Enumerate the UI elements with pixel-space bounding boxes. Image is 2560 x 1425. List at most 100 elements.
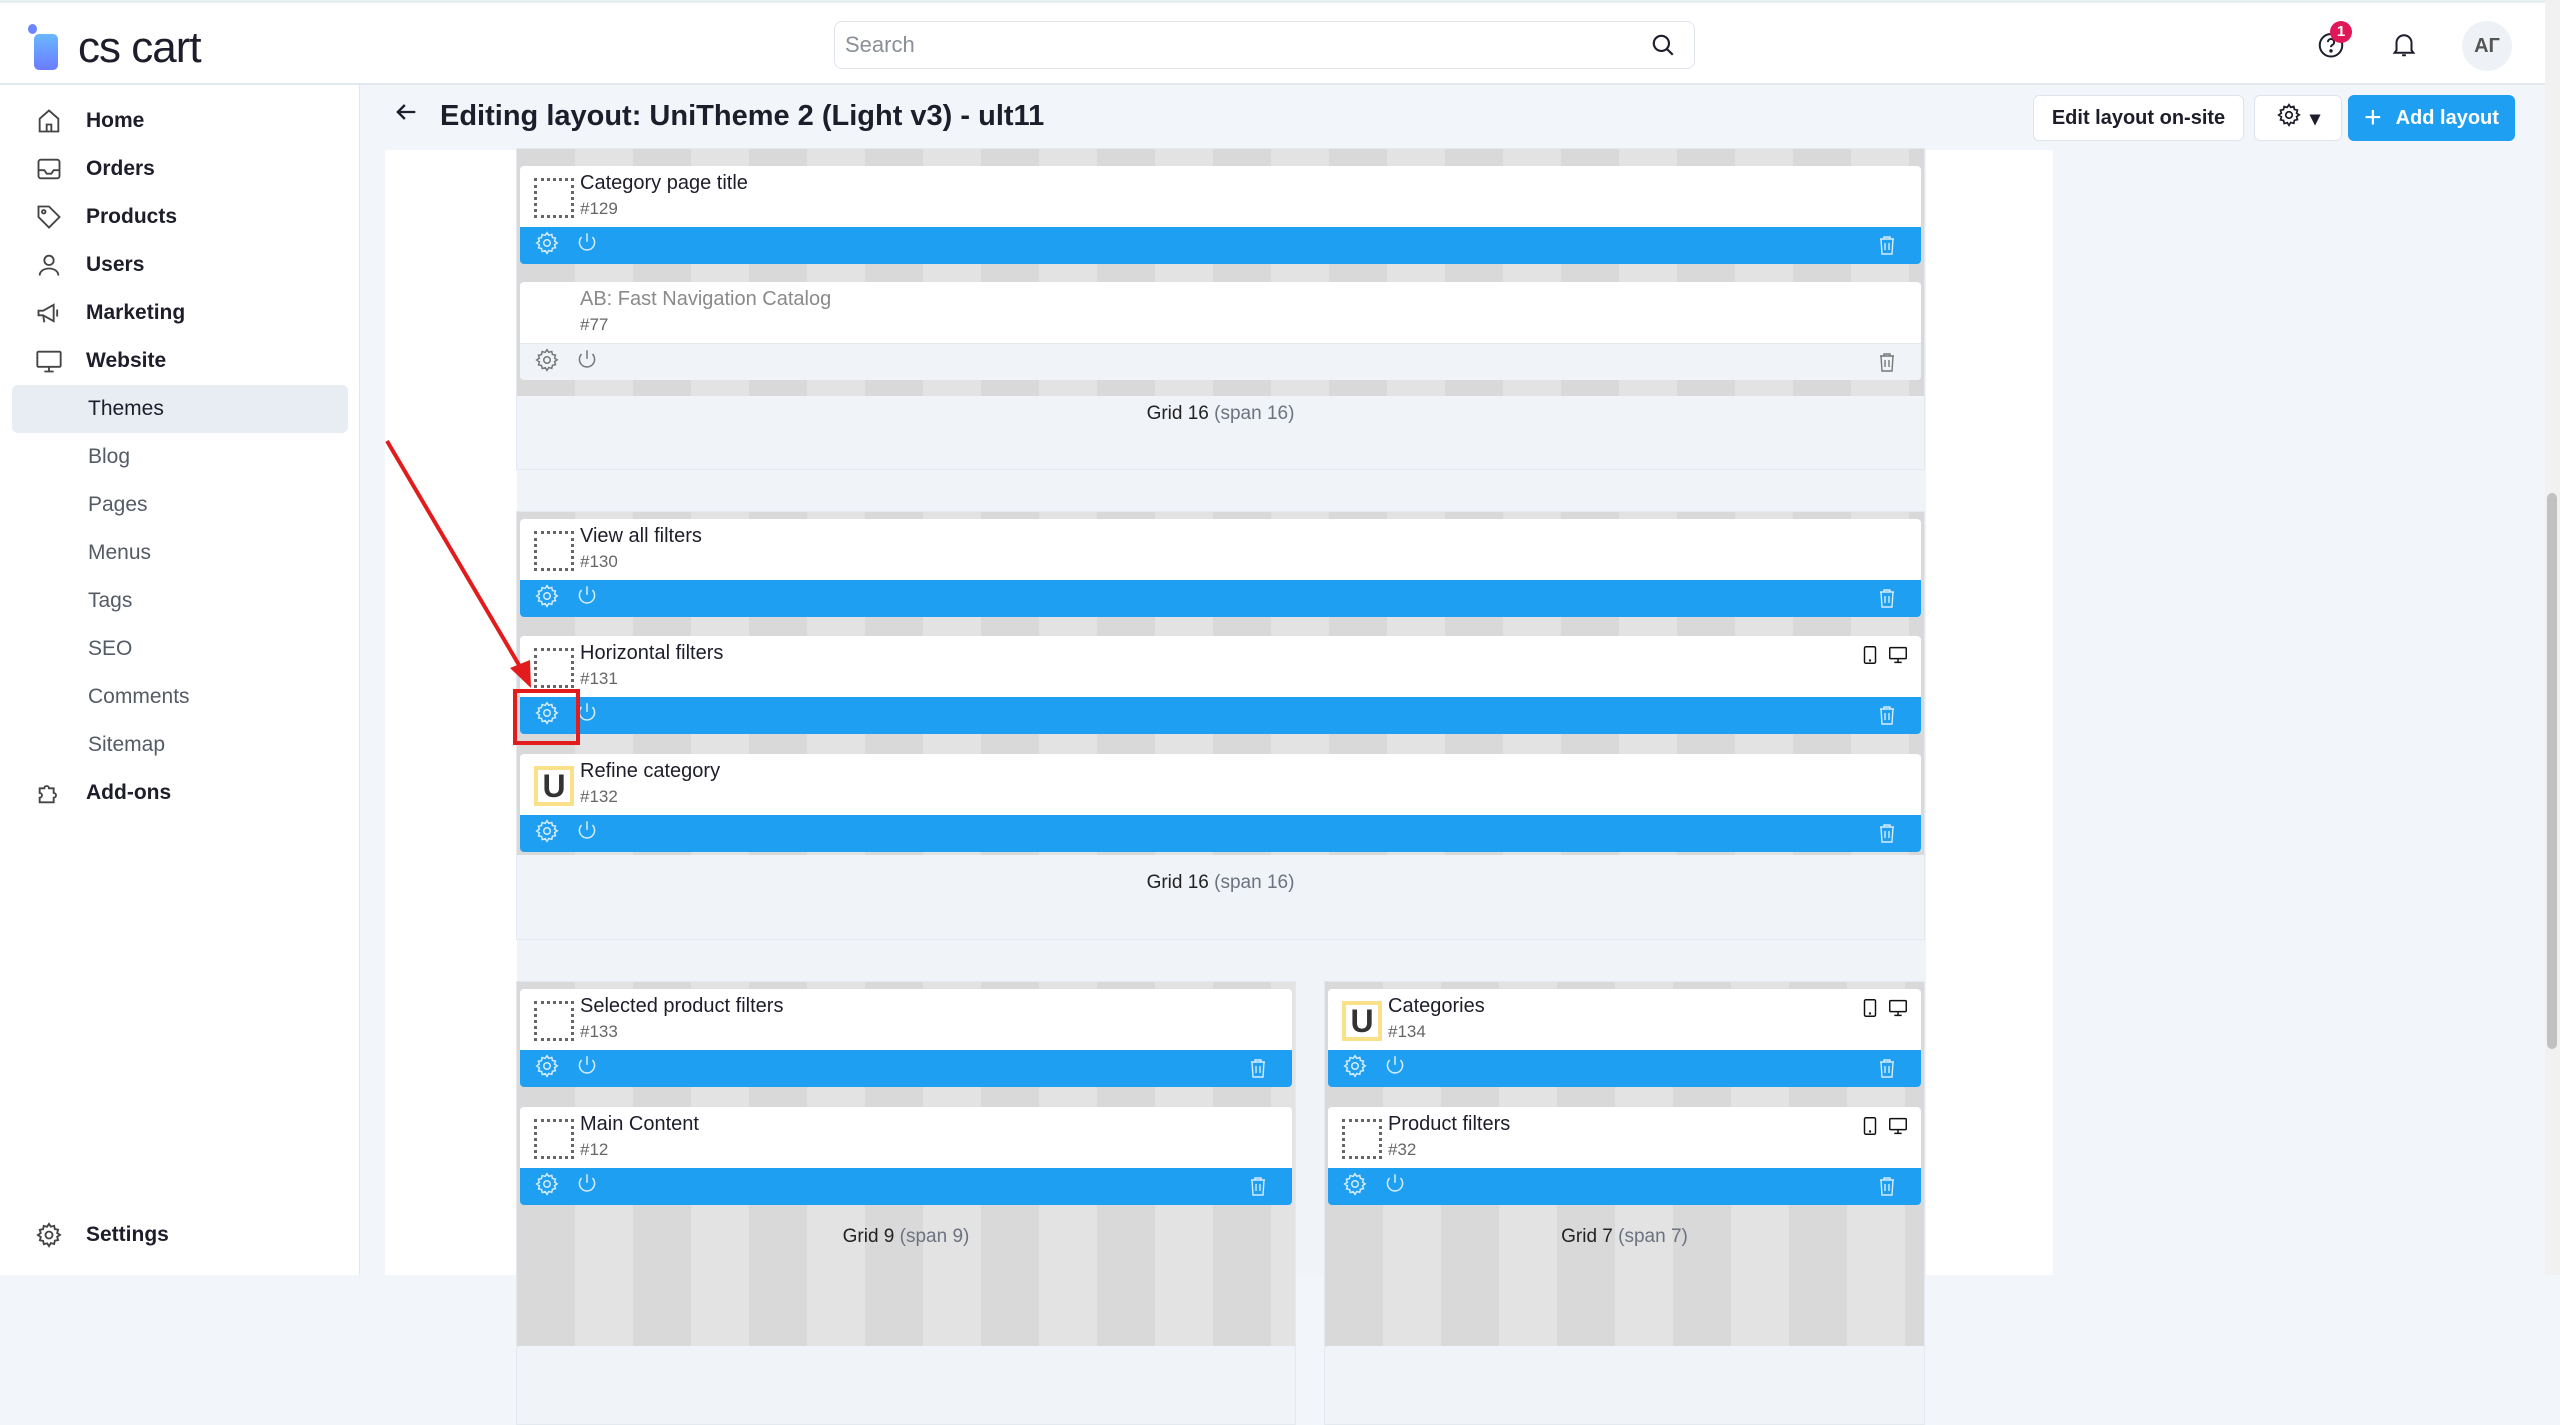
- layout-block[interactable]: U Refine category #132: [520, 754, 1921, 852]
- sidebar-item-tags[interactable]: Tags: [12, 577, 348, 625]
- block-delete-trash-icon[interactable]: [1875, 1056, 1899, 1085]
- block-power-toggle-icon[interactable]: [1382, 1053, 1408, 1084]
- block-delete-trash-icon[interactable]: [1875, 350, 1899, 379]
- block-settings-gear-icon[interactable]: [534, 818, 560, 849]
- layout-block[interactable]: U Categories #134: [1328, 989, 1921, 1087]
- sidebar-item-blog[interactable]: Blog: [12, 433, 348, 481]
- layout-block[interactable]: Main Content #12: [520, 1107, 1292, 1205]
- layout-right-margin: [1926, 150, 2053, 1275]
- tablet-icon[interactable]: [1859, 997, 1881, 1024]
- desktop-icon[interactable]: [1887, 997, 1909, 1024]
- sidebar-item-orders[interactable]: Orders: [12, 145, 348, 193]
- back-arrow-icon[interactable]: [392, 98, 420, 134]
- logo[interactable]: cs cart: [24, 23, 202, 73]
- sidebar-item-products[interactable]: Products: [12, 193, 348, 241]
- top-header: cs cart 1 АГ: [0, 0, 2545, 85]
- block-body: View all filters #130: [520, 519, 1921, 580]
- layout-block[interactable]: AB: Fast Navigation Catalog #77: [520, 282, 1921, 380]
- page-header: Editing layout: UniTheme 2 (Light v3) - …: [392, 98, 1044, 134]
- layout-block[interactable]: Product filters #32: [1328, 1107, 1921, 1205]
- block-power-toggle-icon[interactable]: [574, 1053, 600, 1084]
- block-delete-trash-icon[interactable]: [1875, 703, 1899, 732]
- sidebar-item-pages[interactable]: Pages: [12, 481, 348, 529]
- block-body: Category page title #129: [520, 166, 1921, 227]
- block-settings-gear-icon[interactable]: [534, 1171, 560, 1202]
- search-box[interactable]: [834, 21, 1695, 69]
- layout-block[interactable]: Selected product filters #133: [520, 989, 1292, 1087]
- gear-icon: [2276, 102, 2302, 134]
- sidebar-item-label: Tags: [88, 589, 133, 612]
- block-power-toggle-icon[interactable]: [574, 818, 600, 849]
- block-delete-trash-icon[interactable]: [1875, 821, 1899, 850]
- scrollbar-thumb[interactable]: [2547, 493, 2557, 1049]
- grid-container: View all filters #130 Horizontal filters #1…: [516, 511, 1925, 940]
- block-power-toggle-icon[interactable]: [574, 347, 600, 378]
- block-settings-gear-icon[interactable]: [1342, 1053, 1368, 1084]
- block-delete-trash-icon[interactable]: [1875, 586, 1899, 615]
- block-body: AB: Fast Navigation Catalog #77: [520, 282, 1921, 343]
- block-title: View all filters: [580, 525, 702, 547]
- block-settings-gear-icon[interactable]: [534, 1053, 560, 1084]
- tablet-icon[interactable]: [1859, 644, 1881, 671]
- grid-name: Grid 9: [842, 1226, 895, 1247]
- sidebar-item-comments[interactable]: Comments: [12, 673, 348, 721]
- block-power-toggle-icon[interactable]: [1382, 1171, 1408, 1202]
- desktop-icon[interactable]: [1887, 644, 1909, 671]
- plus-icon: +: [2364, 101, 2382, 134]
- block-body: U Categories #134: [1328, 989, 1921, 1050]
- block-placeholder-icon: [534, 1001, 574, 1041]
- block-placeholder-icon: [534, 178, 574, 218]
- layout-block[interactable]: View all filters #130: [520, 519, 1921, 617]
- sidebar-item-settings[interactable]: Settings: [12, 1211, 348, 1259]
- block-delete-trash-icon[interactable]: [1246, 1174, 1270, 1203]
- block-settings-gear-icon[interactable]: [534, 583, 560, 614]
- block-delete-trash-icon[interactable]: [1246, 1056, 1270, 1085]
- block-title: AB: Fast Navigation Catalog: [580, 288, 832, 310]
- sidebar-item-home[interactable]: Home: [12, 97, 348, 145]
- sidebar-item-website[interactable]: Website: [12, 337, 348, 385]
- block-power-toggle-icon[interactable]: [574, 1171, 600, 1202]
- layout-block[interactable]: Category page title #129: [520, 166, 1921, 264]
- avatar[interactable]: АГ: [2462, 21, 2512, 71]
- block-delete-trash-icon[interactable]: [1875, 1174, 1899, 1203]
- unitheme-block-icon: U: [1342, 1001, 1382, 1041]
- sidebar-item-menus[interactable]: Menus: [12, 529, 348, 577]
- block-id: #12: [580, 1140, 609, 1159]
- layout-left-margin: [385, 150, 517, 1275]
- sidebar-item-label: Website: [86, 349, 167, 372]
- search-icon[interactable]: [1650, 32, 1676, 63]
- tablet-icon[interactable]: [1859, 1115, 1881, 1142]
- block-placeholder-icon: [534, 1119, 574, 1159]
- sidebar-item-label: Sitemap: [88, 733, 166, 756]
- puzzle-icon: [34, 779, 64, 807]
- add-layout-button[interactable]: + Add layout: [2348, 95, 2515, 141]
- bell-icon[interactable]: [2389, 27, 2419, 66]
- layout-block[interactable]: Horizontal filters #131: [520, 636, 1921, 734]
- grid-label: Grid 16 (span 16): [517, 403, 1924, 425]
- block-settings-gear-icon[interactable]: [1342, 1171, 1368, 1202]
- block-toolbar: [1328, 1168, 1921, 1205]
- sidebar-item-sitemap[interactable]: Sitemap: [12, 721, 348, 769]
- sidebar-item-themes[interactable]: Themes: [12, 385, 348, 433]
- block-power-toggle-icon[interactable]: [574, 230, 600, 261]
- sidebar-item-marketing[interactable]: Marketing: [12, 289, 348, 337]
- block-body: Horizontal filters #131: [520, 636, 1921, 697]
- monitor-icon: [34, 347, 64, 375]
- block-settings-gear-icon[interactable]: [534, 347, 560, 378]
- sidebar-item-add-ons[interactable]: Add-ons: [12, 769, 348, 817]
- grid-label: Grid 7 (span 7): [1325, 1226, 1924, 1248]
- grid-span: (span 7): [1618, 1226, 1688, 1247]
- block-id: #130: [580, 552, 618, 571]
- desktop-icon[interactable]: [1887, 1115, 1909, 1142]
- block-settings-gear-icon[interactable]: [534, 230, 560, 261]
- sidebar-item-seo[interactable]: SEO: [12, 625, 348, 673]
- settings-dropdown-button[interactable]: ▾: [2254, 95, 2342, 141]
- block-settings-gear-icon[interactable]: [534, 700, 560, 731]
- sidebar-item-users[interactable]: Users: [12, 241, 348, 289]
- block-delete-trash-icon[interactable]: [1875, 233, 1899, 262]
- edit-layout-onsite-button[interactable]: Edit layout on-site: [2033, 95, 2244, 141]
- grid-name: Grid 16: [1146, 403, 1209, 424]
- grid-container: Category page title #129 AB: Fast Navigati…: [516, 148, 1925, 470]
- block-power-toggle-icon[interactable]: [574, 583, 600, 614]
- search-input[interactable]: [835, 22, 1635, 68]
